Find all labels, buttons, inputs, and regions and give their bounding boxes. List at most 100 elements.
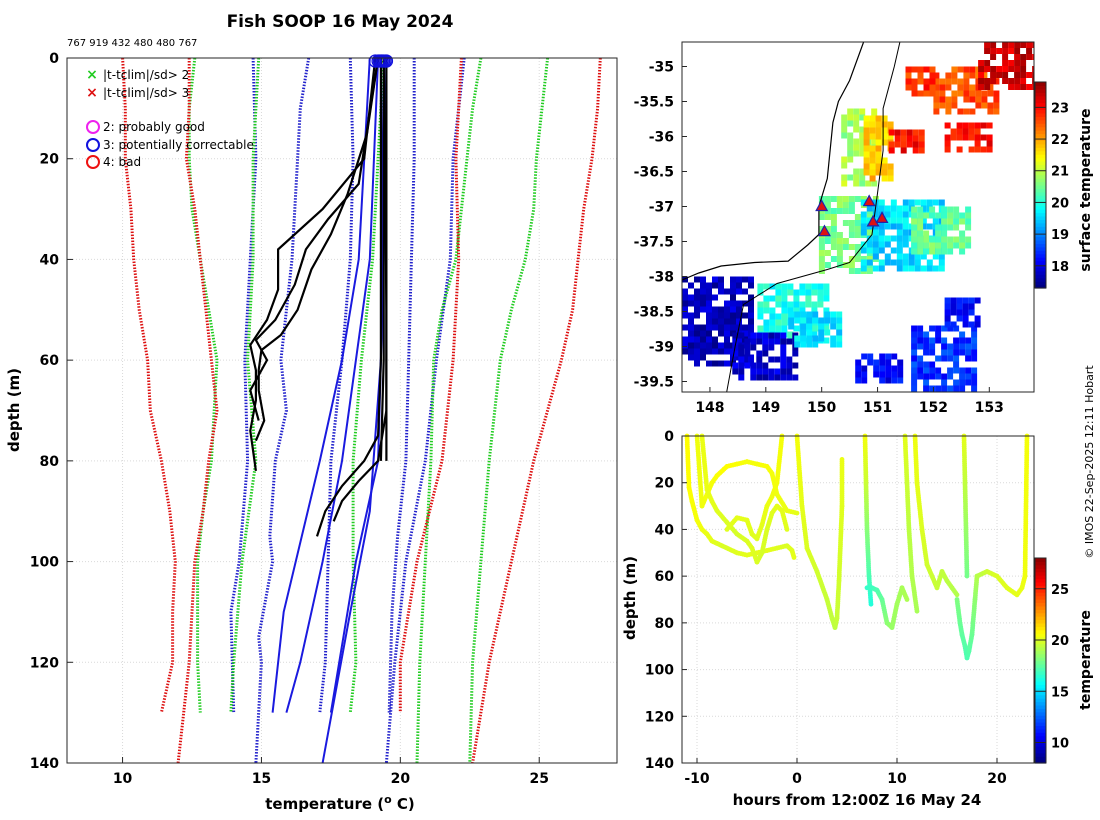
sst-cell [836, 335, 843, 342]
sst-cell [836, 256, 843, 262]
sst-cell [836, 196, 843, 202]
sst-cell [706, 342, 712, 349]
sst-cell [823, 337, 830, 344]
sst-cell [911, 361, 918, 368]
section-colorbar-segment [1035, 599, 1046, 604]
sst-cell [818, 214, 825, 220]
sst-cell [1026, 72, 1033, 78]
sst-cell [965, 343, 972, 350]
sst-cell [732, 332, 739, 339]
sst-cell [756, 356, 763, 363]
sst-cell [971, 337, 978, 344]
sst-cell [859, 126, 866, 133]
sst-cell [854, 232, 861, 238]
sst-cell [688, 294, 694, 301]
sst-cell [860, 259, 867, 266]
section-colorbar-segment [1035, 629, 1046, 634]
sst-cell [869, 145, 876, 152]
sst-cell [841, 114, 848, 121]
colorbar-segment [1035, 116, 1046, 121]
sst-cell [736, 300, 742, 307]
profile-axes-frame [66, 57, 618, 764]
sst-cell [1026, 48, 1033, 54]
section-colorbar-segment [1035, 564, 1046, 569]
sst-cell [694, 300, 700, 307]
map-ytick-label: -39.5 [634, 375, 674, 391]
sst-cell [848, 226, 855, 232]
sst-cell [993, 90, 1000, 97]
sst-cell [1002, 66, 1009, 72]
sst-cell [748, 282, 754, 289]
section-ytick-label: 0 [664, 429, 674, 445]
sst-cell [956, 146, 963, 153]
sst-cell [912, 129, 919, 136]
section-ytick-label: 120 [645, 709, 674, 725]
section-xtick-label: 10 [887, 771, 907, 787]
sst-cell [712, 306, 718, 313]
section-ytick-label: 100 [645, 663, 674, 679]
sst-cell [896, 229, 903, 236]
sst-cell [941, 385, 948, 392]
colorbar-segment [1035, 250, 1046, 255]
sst-cell [897, 359, 904, 366]
sst-cell [941, 242, 948, 249]
sst-cell [896, 265, 903, 272]
sst-cell [855, 377, 862, 384]
section-colorbar-segment [1035, 732, 1046, 737]
colorbar-segment [1035, 174, 1046, 179]
sst-cell [712, 294, 718, 301]
sst-cell [872, 247, 879, 254]
sst-cell [763, 295, 770, 302]
sst-cell [682, 294, 688, 301]
section-colorbar-segment [1035, 660, 1046, 665]
sst-cell [951, 66, 958, 73]
sst-cell [938, 265, 945, 272]
sst-cell [875, 145, 882, 152]
sst-cell [730, 312, 736, 319]
sst-cell [799, 283, 806, 290]
colorbar-segment [1035, 281, 1046, 286]
sst-cell [980, 134, 987, 141]
sst-cell [738, 350, 745, 357]
colorbar-segment [1035, 270, 1046, 275]
sst-cell [694, 330, 700, 337]
sst-cell [730, 318, 736, 325]
sst-cell [917, 230, 924, 237]
sst-cell [869, 163, 876, 170]
sst-cell [896, 235, 903, 242]
section-colorbar-segment [1035, 612, 1046, 617]
section-colorbar-segment [1035, 742, 1046, 747]
figure-title: Fish SOOP 16 May 2024 [227, 12, 454, 32]
sst-cell [873, 371, 880, 378]
sst-cell [805, 283, 812, 290]
sst-cell [738, 344, 745, 351]
climatology-series [415, 57, 483, 764]
sst-cell [730, 282, 736, 289]
sst-cell [884, 235, 891, 242]
section-colorbar-segment [1035, 578, 1046, 583]
sst-cell [923, 331, 930, 338]
sst-cell [748, 300, 754, 307]
sst-cell [730, 288, 736, 295]
sst-cell [762, 362, 769, 369]
legend-label-correctable: 3: potentially correctable [103, 138, 254, 152]
sst-cell [1020, 84, 1027, 90]
sst-cell [724, 318, 730, 325]
sst-cell [917, 236, 924, 243]
sst-cell [830, 256, 837, 262]
sst-cell [929, 242, 936, 249]
map-xtick-label: 151 [863, 400, 892, 416]
sst-cell [917, 367, 924, 374]
sst-cell [859, 114, 866, 121]
sst-cell [871, 138, 878, 145]
surface-flag-circle [379, 54, 394, 68]
sst-cell [953, 325, 960, 332]
colorbar-segment [1035, 130, 1046, 135]
sst-cell [1014, 72, 1021, 78]
sst-cell [953, 218, 960, 225]
sst-cell [974, 140, 981, 147]
sst-cell [750, 368, 757, 375]
colorbar-segment [1035, 126, 1046, 131]
climatology-series [229, 57, 261, 713]
sst-cell [793, 289, 800, 296]
